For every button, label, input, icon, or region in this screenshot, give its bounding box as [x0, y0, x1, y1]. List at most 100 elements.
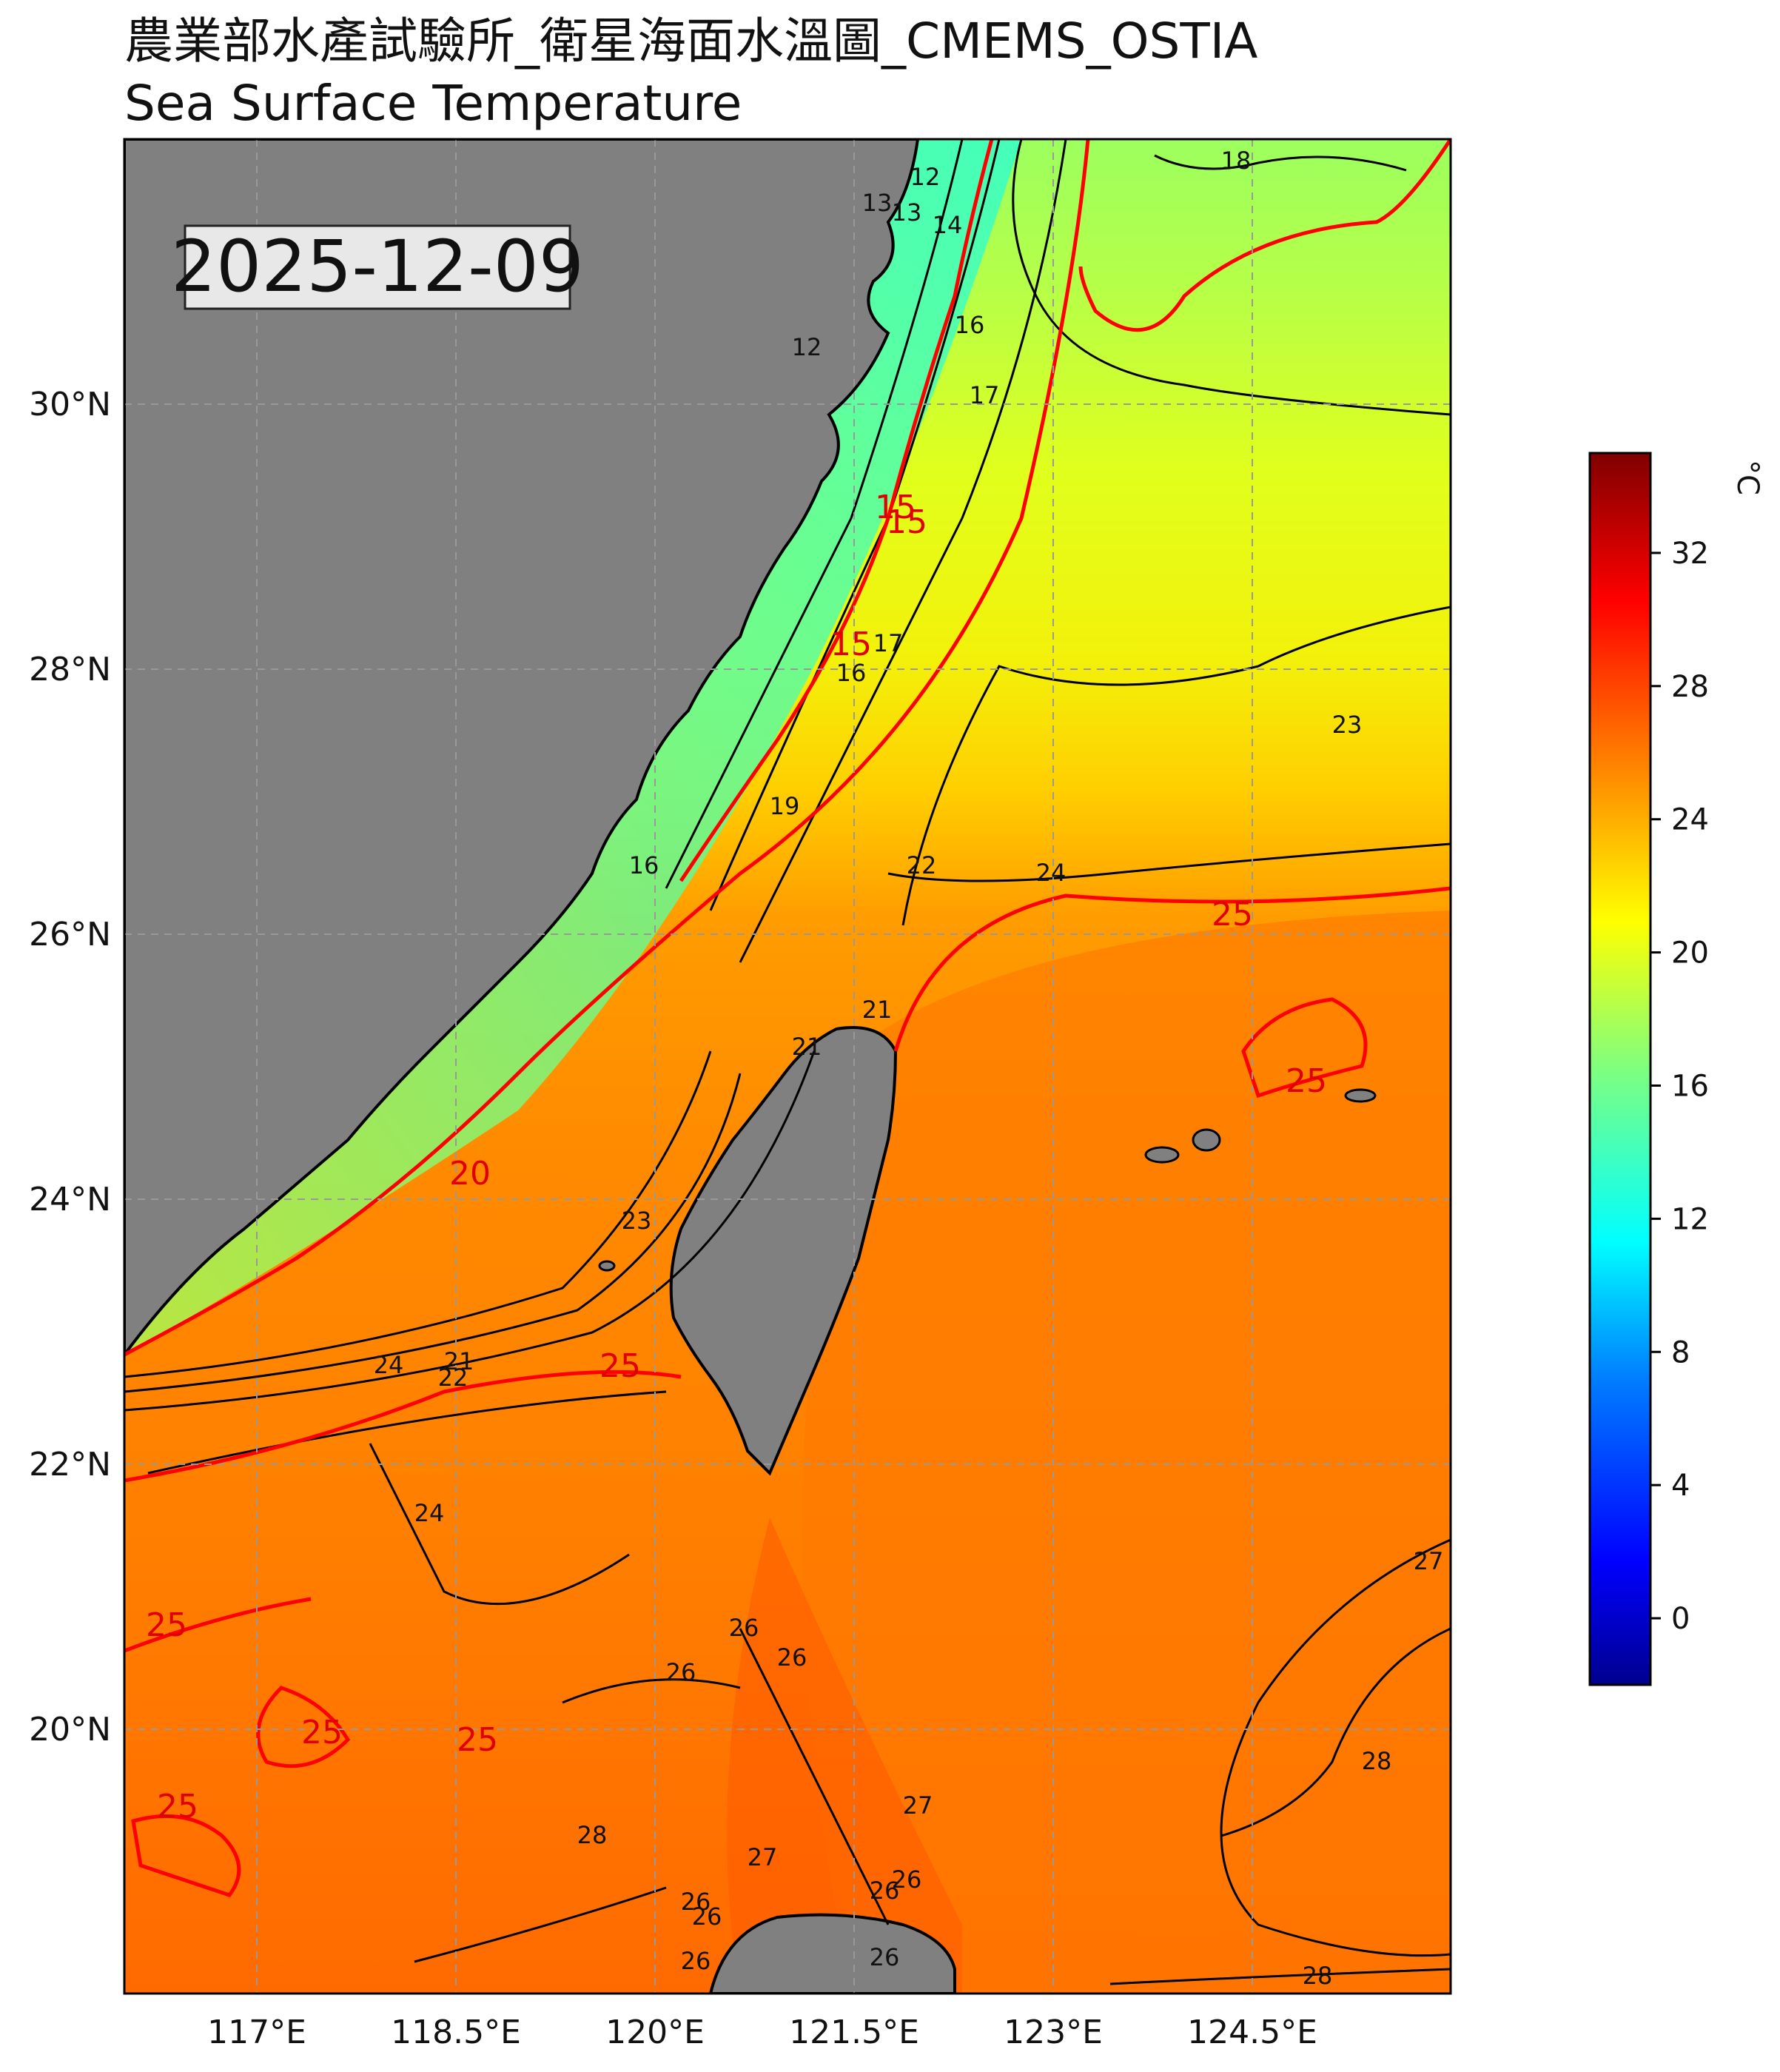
luzon-north	[708, 1913, 956, 1994]
colorbar-gradient	[1588, 452, 1652, 1686]
contour-label: 21	[862, 996, 893, 1024]
title-line-1: 農業部水產試驗所_衛星海面水溫圖_CMEMS_OSTIA	[124, 13, 1258, 70]
isotherm-label: 25	[1286, 1062, 1327, 1100]
colorbar-tick-label: 8	[1671, 1335, 1690, 1369]
contour-label: 26	[870, 1943, 900, 1971]
contour-label: 27	[1414, 1547, 1444, 1575]
contour-label: 27	[903, 1791, 933, 1820]
contour-label: 19	[770, 792, 800, 820]
lat-tick: 24°N	[29, 1181, 111, 1218]
warm-current-band	[802, 911, 1451, 1994]
taiwan-island	[669, 1026, 898, 1476]
colorbar-tick-label: 12	[1671, 1202, 1709, 1236]
contour-label: 14	[933, 211, 963, 239]
contour-label: 13	[892, 198, 922, 227]
contour-label: 28	[577, 1821, 608, 1849]
contour-label: 27	[748, 1843, 778, 1871]
isotherm-label: 25	[1212, 896, 1253, 933]
lat-tick: 20°N	[29, 1711, 111, 1749]
isotherm-25-eddy	[256, 1686, 351, 1768]
ryukyu-island	[1144, 1146, 1180, 1164]
lat-tick: 30°N	[29, 386, 111, 423]
contour-label: 16	[955, 311, 985, 339]
isotherm-20	[124, 139, 1090, 1357]
contour-label: 22	[438, 1364, 468, 1392]
contour-label: 28	[1362, 1747, 1392, 1775]
contour-label: 26	[681, 1888, 711, 1916]
colorbar-tick-label: 28	[1671, 670, 1709, 704]
colorbar-tick-label: 32	[1671, 537, 1709, 571]
colorbar-tick-label: 20	[1671, 936, 1709, 970]
contour-label: 26	[681, 1947, 711, 1975]
lon-tick: 117°E	[207, 2014, 306, 2051]
lat-tick: 28°N	[29, 651, 111, 688]
isotherm-15	[679, 139, 994, 882]
contour-label: 24	[414, 1499, 445, 1527]
contour-label: 16	[836, 659, 867, 687]
contour-label: 26	[666, 1658, 696, 1686]
lat-tick: 22°N	[29, 1446, 111, 1483]
penghu-island	[598, 1260, 616, 1272]
contour-label: 24	[374, 1351, 404, 1379]
contour-label: 28	[1303, 1962, 1333, 1990]
isotherm-label: 25	[457, 1721, 498, 1759]
isotherm-label: 15	[830, 626, 872, 663]
isotherm-label: 15	[875, 489, 916, 526]
map-title: 農業部水產試驗所_衛星海面水溫圖_CMEMS_OSTIA Sea Surface…	[124, 10, 1257, 135]
colorbar: 0 4 8 12 16 20 24 28 32 °C	[1588, 452, 1764, 1686]
contour-label: 26	[777, 1643, 807, 1672]
map-frame	[123, 138, 1452, 1995]
date-text: 2025-12-09	[171, 225, 584, 308]
contour-label: 17	[873, 629, 904, 657]
contour-label: 23	[622, 1207, 652, 1235]
date-box	[184, 224, 571, 310]
lon-tick: 120°E	[605, 2014, 705, 2051]
contour-label: 17	[970, 381, 1000, 409]
colorbar-unit: °C	[1730, 460, 1764, 495]
contour-label: 23	[1332, 711, 1363, 739]
contour-label: 21	[444, 1347, 474, 1375]
isotherm-label: 20	[449, 1155, 491, 1193]
isotherm-25-west	[124, 1369, 682, 1483]
lon-tick: 123°E	[1004, 2014, 1103, 2051]
isotherm-25-eddy	[131, 1814, 241, 1897]
isotherm-label: 25	[157, 1788, 198, 1825]
black-contours	[124, 139, 1451, 1985]
lon-tick: 124.5°E	[1187, 2014, 1317, 2051]
isotherm-25-east	[893, 886, 1451, 1052]
title-line-2: Sea Surface Temperature	[124, 75, 742, 132]
ryukyu-island	[1344, 1088, 1377, 1103]
red-isotherms	[124, 139, 1451, 1897]
warm-core-south	[727, 1518, 962, 1994]
contour-label: 13	[862, 189, 893, 217]
graticule	[124, 139, 1451, 1994]
lon-tick: 121.5°E	[789, 2014, 919, 2051]
contour-label: 26	[870, 1877, 900, 1905]
lon-axis: 117°E 118.5°E 120°E 121.5°E 123°E 124.5°…	[207, 2014, 1317, 2051]
isotherm-label: 25	[600, 1347, 641, 1385]
contour-label: 12	[792, 333, 822, 361]
ryukyu-island	[1192, 1128, 1221, 1152]
lon-tick: 118.5°E	[391, 2014, 521, 2051]
isotherm-25-loop	[1241, 997, 1368, 1099]
contour-label: 16	[629, 851, 659, 879]
contour-label: 22	[907, 851, 937, 879]
contour-label: 18	[1221, 147, 1252, 175]
china-mainland	[124, 139, 920, 1358]
lat-axis: 30°N 28°N 26°N 24°N 22°N 20°N	[29, 386, 111, 1749]
contour-label: 12	[910, 163, 941, 191]
isotherm-label: 15	[886, 503, 927, 541]
colorbar-ticks: 0 4 8 12 16 20 24 28 32	[1650, 537, 1709, 1636]
contour-label: 26	[729, 1614, 759, 1642]
colorbar-tick-label: 16	[1671, 1069, 1709, 1103]
colorbar-tick-label: 0	[1671, 1602, 1690, 1636]
isotherm-label: 25	[301, 1714, 343, 1751]
isotherm-label: 25	[146, 1606, 187, 1644]
lat-tick: 26°N	[29, 916, 111, 953]
contour-label: 24	[1036, 859, 1067, 887]
colorbar-tick-label: 24	[1671, 803, 1709, 837]
isotherm-25-sw	[124, 1597, 312, 1653]
